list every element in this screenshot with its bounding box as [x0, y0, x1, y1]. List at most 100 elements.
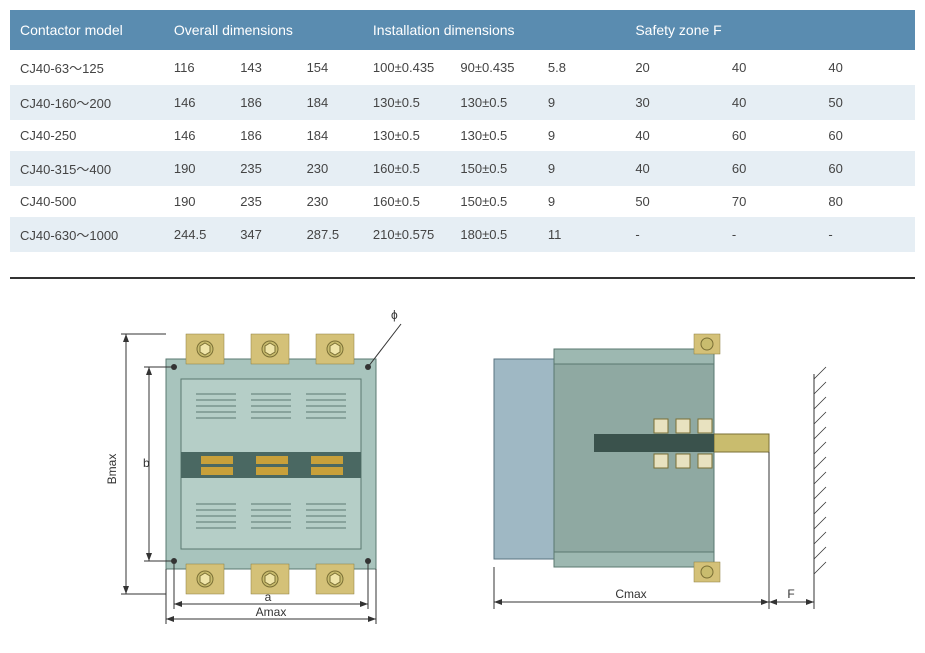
table-cell: 9: [538, 186, 625, 217]
side-arm-dark: [594, 434, 714, 452]
table-cell: 9: [538, 151, 625, 186]
side-terminal: [698, 419, 712, 433]
table-cell: 143: [230, 50, 296, 85]
mount-plate: [494, 359, 554, 559]
bmax-label: Bmax: [105, 454, 119, 485]
table-cell: 186: [230, 120, 296, 151]
hatching-wall: [814, 367, 826, 584]
table-row: CJ40-630～1000244.5347287.5210±0.575180±0…: [10, 217, 915, 252]
table-cell: 60: [722, 151, 819, 186]
table-cell: 40: [722, 85, 819, 120]
side-terminal: [654, 454, 668, 468]
side-terminal: [698, 454, 712, 468]
side-arm: [714, 434, 769, 452]
label-segment: [311, 456, 343, 464]
column-header: Safety zone F: [625, 10, 915, 50]
table-cell: 20: [625, 50, 722, 85]
table-cell: 60: [818, 151, 915, 186]
side-terminal: [654, 419, 668, 433]
table-cell: 244.5: [164, 217, 230, 252]
table-cell: 90±0.435: [450, 50, 537, 85]
amax-label: Amax: [256, 605, 287, 619]
table-cell: 230: [297, 151, 363, 186]
diagram-area: ϕ Bmax b a Amax: [10, 304, 915, 627]
table-cell: 190: [164, 151, 230, 186]
table-cell: 11: [538, 217, 625, 252]
label-segment: [256, 456, 288, 464]
table-cell: CJ40-500: [10, 186, 164, 217]
table-cell: 50: [625, 186, 722, 217]
spec-table-head: Contactor modelOverall dimensionsInstall…: [10, 10, 915, 50]
table-row: CJ40-63～125116143154100±0.43590±0.4355.8…: [10, 50, 915, 85]
table-cell: 70: [722, 186, 819, 217]
table-cell: 160±0.5: [363, 186, 450, 217]
column-header: Overall dimensions: [164, 10, 363, 50]
column-header: Installation dimensions: [363, 10, 625, 50]
table-cell: 235: [230, 186, 296, 217]
table-cell: CJ40-315～400: [10, 151, 164, 186]
front-view-svg: ϕ Bmax b a Amax: [71, 304, 411, 624]
table-cell: 190: [164, 186, 230, 217]
table-cell: CJ40-630～1000: [10, 217, 164, 252]
front-view: ϕ Bmax b a Amax: [71, 304, 411, 627]
column-header: Contactor model: [10, 10, 164, 50]
table-cell: 150±0.5: [450, 186, 537, 217]
table-row: CJ40-500190235230160±0.5150±0.59507080: [10, 186, 915, 217]
spec-table-body: CJ40-63～125116143154100±0.43590±0.4355.8…: [10, 50, 915, 252]
a-label: a: [265, 590, 272, 604]
separator-rule: [10, 277, 915, 279]
table-cell: -: [818, 217, 915, 252]
phi-leader: [368, 324, 401, 367]
f-label: F: [787, 587, 794, 601]
cmax-label: Cmax: [615, 587, 646, 601]
phi-label: ϕ: [391, 308, 398, 322]
table-cell: 184: [297, 85, 363, 120]
table-cell: 60: [722, 120, 819, 151]
label-segment: [201, 467, 233, 475]
table-cell: 9: [538, 120, 625, 151]
table-cell: 40: [818, 50, 915, 85]
table-cell: 9: [538, 85, 625, 120]
table-cell: 130±0.5: [363, 120, 450, 151]
table-cell: 130±0.5: [450, 85, 537, 120]
side-view: Cmax F: [454, 304, 854, 627]
table-cell: 150±0.5: [450, 151, 537, 186]
table-cell: 154: [297, 50, 363, 85]
side-terminal: [676, 454, 690, 468]
table-cell: 235: [230, 151, 296, 186]
label-segment: [311, 467, 343, 475]
table-cell: CJ40-250: [10, 120, 164, 151]
table-cell: 210±0.575: [363, 217, 450, 252]
table-cell: 180±0.5: [450, 217, 537, 252]
table-cell: -: [625, 217, 722, 252]
label-segment: [201, 456, 233, 464]
table-cell: 287.5: [297, 217, 363, 252]
table-cell: 130±0.5: [363, 85, 450, 120]
label-segment: [256, 467, 288, 475]
table-cell: 40: [722, 50, 819, 85]
table-row: CJ40-160～200146186184130±0.5130±0.593040…: [10, 85, 915, 120]
table-cell: 130±0.5: [450, 120, 537, 151]
table-cell: 5.8: [538, 50, 625, 85]
table-cell: 40: [625, 120, 722, 151]
table-cell: 160±0.5: [363, 151, 450, 186]
table-cell: CJ40-63～125: [10, 50, 164, 85]
side-view-svg: Cmax F: [454, 304, 854, 624]
table-cell: 30: [625, 85, 722, 120]
table-cell: 80: [818, 186, 915, 217]
table-cell: 116: [164, 50, 230, 85]
table-cell: 40: [625, 151, 722, 186]
table-cell: 60: [818, 120, 915, 151]
table-cell: 184: [297, 120, 363, 151]
table-cell: 146: [164, 120, 230, 151]
table-cell: 347: [230, 217, 296, 252]
table-cell: 50: [818, 85, 915, 120]
table-cell: 146: [164, 85, 230, 120]
table-cell: 100±0.435: [363, 50, 450, 85]
table-cell: 186: [230, 85, 296, 120]
b-label: b: [143, 456, 150, 470]
table-row: CJ40-315～400190235230160±0.5150±0.594060…: [10, 151, 915, 186]
header-row: Contactor modelOverall dimensionsInstall…: [10, 10, 915, 50]
terminals-top: [186, 334, 354, 364]
table-cell: -: [722, 217, 819, 252]
